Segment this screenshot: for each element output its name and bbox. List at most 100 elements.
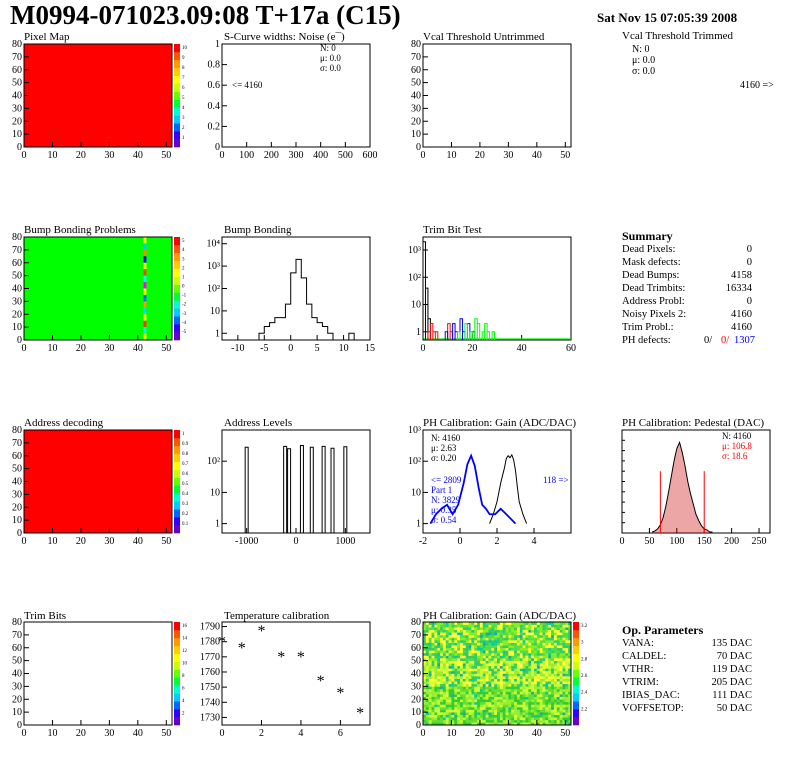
heat-cell <box>525 652 529 656</box>
heat-cell <box>499 637 503 641</box>
tick-label: 70 <box>12 245 22 256</box>
heat-cell <box>553 712 558 715</box>
heat-cell <box>485 624 489 628</box>
heat-cell <box>499 640 503 643</box>
heat-cell <box>511 694 515 697</box>
heat-cell <box>488 709 492 713</box>
heat-cell <box>425 719 429 723</box>
heat-cell <box>559 714 563 718</box>
heat-cell <box>485 696 489 700</box>
pedestal-fill <box>652 442 713 533</box>
heat-cell <box>502 681 506 685</box>
heat-cell <box>462 647 466 651</box>
heat-cell <box>474 688 478 692</box>
heat-cell <box>553 663 558 667</box>
heat-cell <box>491 665 495 669</box>
palette-cell <box>174 123 180 132</box>
heat-cell <box>565 688 569 692</box>
tick-label: 10² <box>207 456 220 467</box>
heat-cell <box>519 719 523 723</box>
heat-cell <box>488 665 492 669</box>
heat-cell <box>568 670 572 674</box>
heat-cell <box>434 660 438 664</box>
palette-label: 4 <box>182 248 185 253</box>
heat-cell <box>442 694 447 697</box>
heat-cell <box>431 647 435 651</box>
heat-cell <box>502 640 506 643</box>
palette-cell <box>174 91 180 100</box>
heat-cell <box>559 642 563 646</box>
heat-cell <box>431 678 435 682</box>
tick-label: 20 <box>76 728 86 739</box>
heat-cell <box>497 683 501 687</box>
heat-cell <box>445 668 449 672</box>
op-param-value: 119 DAC <box>711 664 752 675</box>
heat-cell <box>423 712 427 715</box>
heat-cell <box>457 701 461 705</box>
heat-cell <box>542 706 546 710</box>
heat-cell <box>451 645 455 649</box>
heat-cell <box>468 699 472 703</box>
heat-cell <box>460 709 464 713</box>
heat-cell <box>434 658 438 661</box>
heat-cell <box>539 696 543 700</box>
palette-label: 2 <box>182 126 185 131</box>
tick-label: 60 <box>411 65 421 76</box>
heat-cell <box>534 660 538 664</box>
heat-stripe-cell <box>143 294 147 302</box>
heat-cell <box>491 722 495 726</box>
address-spike <box>309 446 314 533</box>
heat-cell <box>471 652 475 656</box>
heat-cell <box>451 665 455 669</box>
op-param-label: VTHR: <box>622 664 654 675</box>
heat-cell <box>491 688 495 692</box>
heat-cell <box>545 712 549 715</box>
heat-cell <box>525 670 529 674</box>
heat-cell <box>477 701 481 705</box>
heat-cell <box>551 712 555 715</box>
op-param-value: 135 DAC <box>711 638 752 649</box>
heat-cell <box>494 683 498 687</box>
heat-cell <box>425 691 429 695</box>
heat-cell <box>465 668 469 672</box>
heat-cell <box>491 637 495 641</box>
heat-cell <box>445 683 449 687</box>
heat-cell <box>551 665 555 669</box>
heat-cell <box>536 683 540 687</box>
heat-cell <box>542 642 546 646</box>
heat-cell <box>539 683 543 687</box>
heat-cell <box>539 655 543 659</box>
heat-cell <box>488 658 492 661</box>
heat-cell <box>474 717 478 721</box>
heat-cell <box>494 676 498 679</box>
heat-cell <box>471 629 475 633</box>
tick-label: 30 <box>503 150 513 161</box>
heat-cell <box>454 673 458 677</box>
heat-cell <box>485 688 489 692</box>
palette-label: 2 <box>182 712 185 717</box>
stat-text: N: 4160 <box>431 433 461 443</box>
tick-label: 40 <box>12 91 22 102</box>
heat-cell <box>568 642 572 646</box>
heat-cell <box>434 691 438 695</box>
palette-cell <box>573 685 579 694</box>
heat-cell <box>519 683 523 687</box>
heat-cell <box>499 709 503 713</box>
heat-cell <box>468 681 472 685</box>
heat-cell <box>499 629 503 633</box>
heat-cell <box>508 683 512 687</box>
heat-cell <box>462 637 466 641</box>
heat-cell <box>471 691 475 695</box>
part-stat-text: μ: 0.35 <box>431 505 457 515</box>
tick-label: 4 <box>532 536 537 547</box>
heat-cell <box>497 704 501 708</box>
heat-cell <box>562 694 566 697</box>
heat-cell <box>479 660 484 664</box>
heat-cell <box>519 650 523 654</box>
heat-cell <box>565 632 569 636</box>
heat-cell <box>442 670 447 674</box>
address-spike <box>343 446 348 533</box>
heat-cell <box>465 647 469 651</box>
heat-cell <box>531 670 535 674</box>
